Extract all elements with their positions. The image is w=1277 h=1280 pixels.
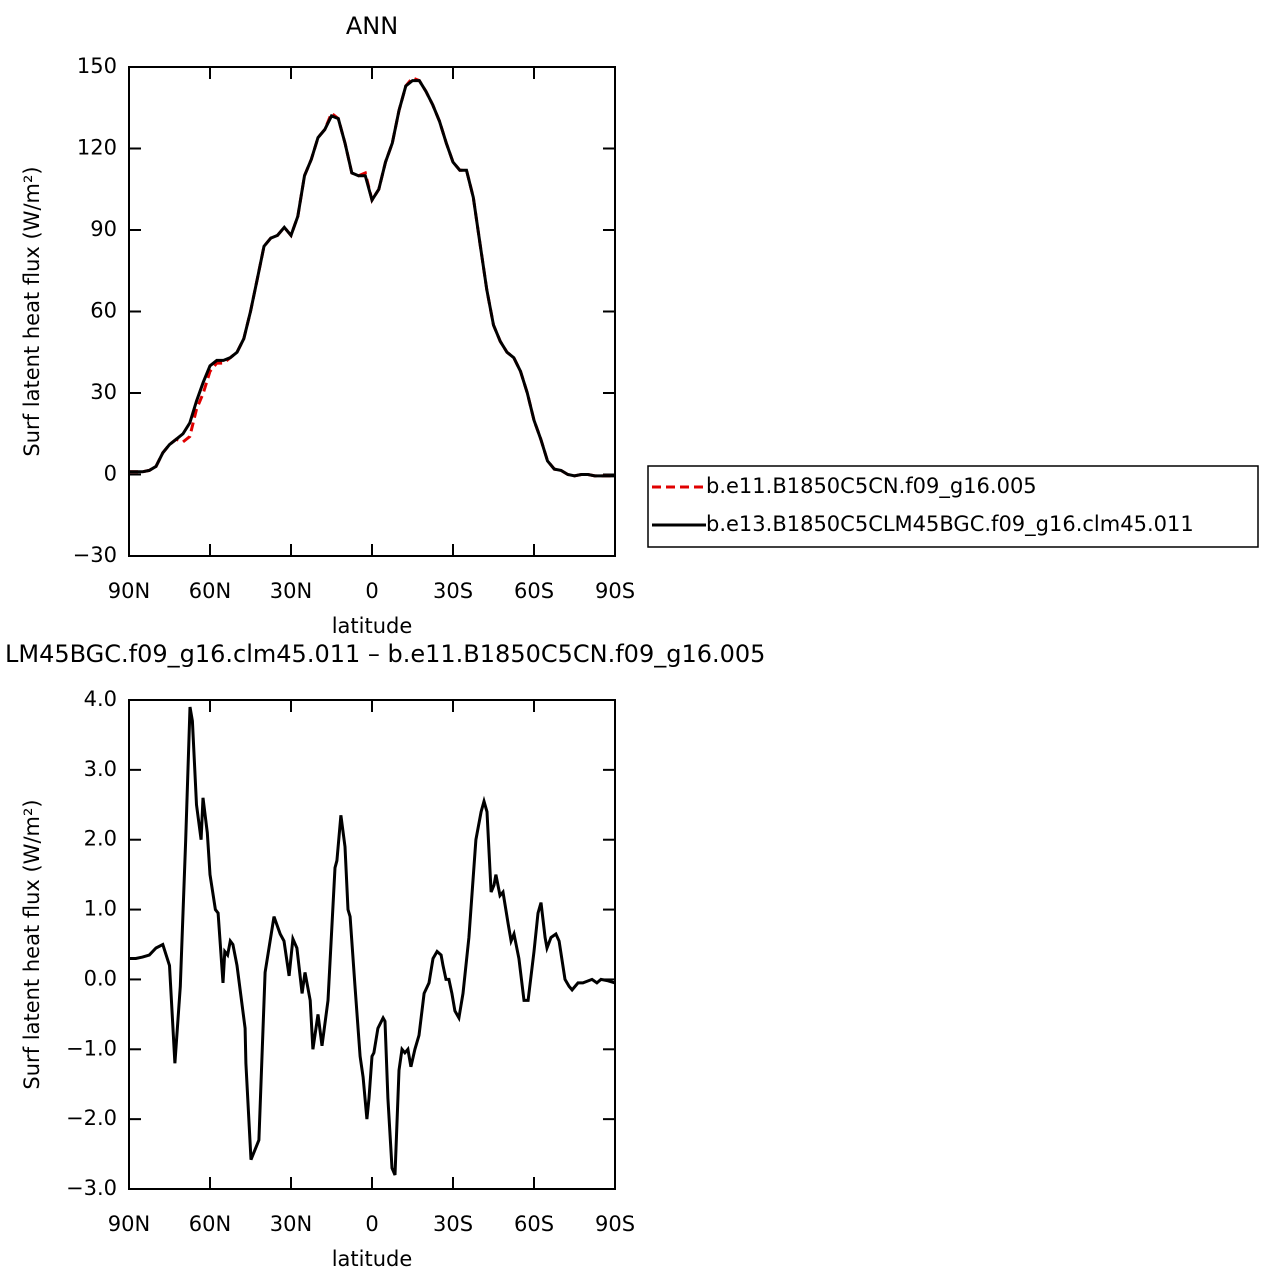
y-tick-label: 1.0	[84, 897, 117, 921]
x-axis-label: latitude	[332, 614, 413, 638]
x-tick-label: 30N	[270, 579, 312, 603]
plot-frame	[128, 66, 616, 557]
y-tick-label: 3.0	[84, 757, 117, 781]
x-tick-label: 90S	[595, 1212, 635, 1236]
legend-label: b.e11.B1850C5CN.f09_g16.005	[706, 474, 1037, 499]
y-axis-label: Surf latent heat flux (W/m²)	[20, 166, 44, 456]
y-tick-label: 0	[104, 462, 117, 486]
y-tick-label: 60	[90, 299, 117, 323]
x-axis-label: latitude	[332, 1247, 413, 1271]
x-tick-label: 30S	[433, 579, 473, 603]
legend-box	[647, 465, 1259, 548]
x-tick-label: 0	[365, 1212, 378, 1236]
data-line	[129, 76, 615, 478]
y-tick-label: −30	[73, 543, 117, 567]
y-tick-label: 150	[77, 54, 117, 78]
y-tick-label: −1.0	[66, 1036, 117, 1060]
y-tick-label: 0.0	[84, 966, 117, 990]
y-tick-label: 90	[90, 217, 117, 241]
chart-title: ANN	[346, 12, 398, 40]
x-tick-label: 90S	[595, 579, 635, 603]
x-tick-label: 90N	[108, 1212, 150, 1236]
x-tick-label: 90N	[108, 579, 150, 603]
x-tick-label: 60N	[189, 1212, 231, 1236]
y-tick-label: 30	[90, 380, 117, 404]
y-tick-label: 4.0	[84, 687, 117, 711]
data-line	[129, 79, 615, 478]
y-tick-label: 2.0	[84, 827, 117, 851]
x-tick-label: 30S	[433, 1212, 473, 1236]
x-tick-label: 60S	[514, 1212, 554, 1236]
data-line	[129, 706, 616, 1176]
x-tick-label: 30N	[270, 1212, 312, 1236]
y-axis-label: Surf latent heat flux (W/m²)	[20, 799, 44, 1089]
x-tick-label: 0	[365, 579, 378, 603]
chart-title: LM45BGC.f09_g16.clm45.011 – b.e11.B1850C…	[5, 640, 765, 668]
x-tick-label: 60N	[189, 579, 231, 603]
legend-label: b.e13.B1850C5CLM45BGC.f09_g16.clm45.011	[706, 512, 1194, 537]
plot-frame	[128, 699, 616, 1190]
y-tick-label: 120	[77, 136, 117, 160]
y-tick-label: −3.0	[66, 1176, 117, 1200]
y-tick-label: −2.0	[66, 1106, 117, 1130]
x-tick-label: 60S	[514, 579, 554, 603]
